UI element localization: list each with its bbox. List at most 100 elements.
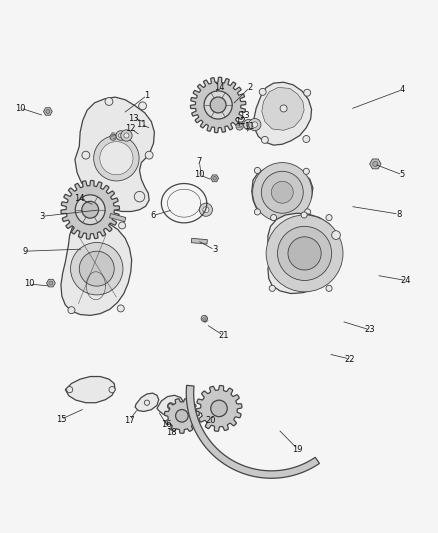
- Text: 16: 16: [161, 420, 172, 429]
- Text: 5: 5: [400, 171, 405, 179]
- Text: 2: 2: [247, 83, 252, 92]
- Circle shape: [280, 105, 287, 112]
- Text: 23: 23: [364, 325, 375, 334]
- Circle shape: [271, 215, 277, 221]
- Polygon shape: [196, 385, 242, 431]
- Circle shape: [105, 98, 113, 106]
- Circle shape: [288, 237, 321, 270]
- Circle shape: [278, 227, 332, 280]
- Text: 12: 12: [235, 117, 245, 126]
- Circle shape: [266, 215, 343, 292]
- Polygon shape: [46, 279, 55, 287]
- Circle shape: [100, 142, 133, 175]
- Text: 9: 9: [22, 247, 27, 256]
- Text: 3: 3: [212, 245, 217, 254]
- Circle shape: [246, 122, 251, 127]
- Circle shape: [213, 176, 216, 180]
- Text: 18: 18: [166, 428, 176, 437]
- Text: 8: 8: [396, 209, 402, 219]
- Polygon shape: [135, 393, 159, 411]
- Circle shape: [117, 305, 124, 312]
- Polygon shape: [75, 97, 154, 212]
- Polygon shape: [186, 385, 319, 478]
- Text: 10: 10: [194, 171, 205, 179]
- Circle shape: [326, 215, 332, 221]
- Text: 13: 13: [239, 111, 250, 120]
- Text: 14: 14: [74, 194, 85, 203]
- Text: 6: 6: [151, 211, 156, 220]
- Circle shape: [254, 209, 261, 215]
- Text: 21: 21: [218, 331, 229, 340]
- Text: 4: 4: [400, 85, 405, 94]
- Polygon shape: [65, 376, 115, 403]
- Circle shape: [269, 285, 276, 292]
- Circle shape: [145, 400, 150, 405]
- Circle shape: [134, 191, 145, 202]
- Circle shape: [119, 222, 126, 229]
- Polygon shape: [211, 175, 219, 182]
- Text: 12: 12: [126, 124, 136, 133]
- Text: 11: 11: [136, 120, 147, 128]
- Polygon shape: [191, 77, 246, 133]
- Circle shape: [211, 400, 227, 417]
- Circle shape: [82, 201, 99, 218]
- Text: 24: 24: [401, 276, 411, 285]
- Circle shape: [75, 195, 105, 224]
- Text: 10: 10: [15, 103, 25, 112]
- Circle shape: [79, 251, 114, 286]
- Polygon shape: [157, 395, 184, 416]
- Circle shape: [49, 281, 53, 285]
- Polygon shape: [165, 399, 199, 433]
- Circle shape: [167, 403, 174, 410]
- Circle shape: [210, 97, 226, 113]
- Circle shape: [46, 110, 50, 114]
- Circle shape: [236, 123, 243, 130]
- Circle shape: [109, 386, 115, 393]
- Circle shape: [110, 134, 116, 140]
- Circle shape: [259, 88, 266, 95]
- Circle shape: [67, 386, 73, 393]
- Text: 13: 13: [128, 114, 139, 123]
- Text: 15: 15: [56, 415, 66, 424]
- Circle shape: [332, 231, 340, 239]
- Circle shape: [124, 133, 129, 138]
- Circle shape: [119, 133, 123, 138]
- Circle shape: [121, 130, 132, 141]
- Circle shape: [244, 119, 254, 130]
- Circle shape: [69, 220, 76, 227]
- Polygon shape: [61, 181, 120, 239]
- Circle shape: [176, 409, 188, 422]
- Circle shape: [252, 122, 258, 127]
- Circle shape: [82, 151, 90, 159]
- Polygon shape: [61, 219, 132, 316]
- Circle shape: [116, 131, 126, 140]
- Circle shape: [304, 89, 311, 96]
- Bar: [191, 238, 207, 244]
- Polygon shape: [268, 213, 341, 294]
- Text: 14: 14: [214, 83, 224, 92]
- Text: 3: 3: [39, 212, 45, 221]
- Circle shape: [326, 285, 332, 292]
- Circle shape: [304, 209, 311, 215]
- Circle shape: [71, 243, 123, 295]
- Circle shape: [139, 102, 147, 110]
- Circle shape: [204, 91, 232, 119]
- Circle shape: [94, 135, 139, 181]
- Polygon shape: [262, 87, 304, 130]
- Circle shape: [203, 207, 209, 213]
- Circle shape: [303, 168, 309, 174]
- Polygon shape: [370, 159, 381, 169]
- Circle shape: [253, 163, 312, 222]
- Circle shape: [303, 135, 310, 142]
- Circle shape: [301, 212, 307, 218]
- Circle shape: [199, 203, 212, 216]
- Circle shape: [272, 181, 293, 203]
- Circle shape: [254, 167, 261, 174]
- Text: 1: 1: [145, 91, 150, 100]
- Bar: [110, 213, 126, 222]
- Circle shape: [373, 161, 378, 166]
- Text: 17: 17: [124, 416, 135, 425]
- Circle shape: [249, 118, 261, 131]
- Circle shape: [145, 151, 153, 159]
- Polygon shape: [252, 167, 313, 217]
